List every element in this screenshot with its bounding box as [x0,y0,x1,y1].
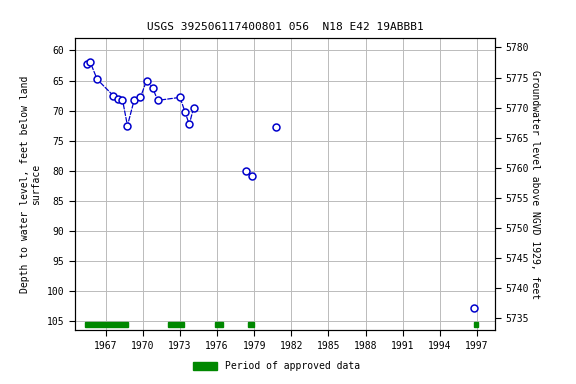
Bar [85,321,128,327]
Bar [168,321,184,327]
Bar [248,321,254,327]
Y-axis label: Depth to water level, feet below land
surface: Depth to water level, feet below land su… [20,76,41,293]
Legend: Period of approved data: Period of approved data [189,358,364,375]
Bar [215,321,223,327]
Bar [473,321,478,327]
Title: USGS 392506117400801 056  N18 E42 19ABBB1: USGS 392506117400801 056 N18 E42 19ABBB1 [147,22,423,32]
Y-axis label: Groundwater level above NGVD 1929, feet: Groundwater level above NGVD 1929, feet [530,70,540,299]
